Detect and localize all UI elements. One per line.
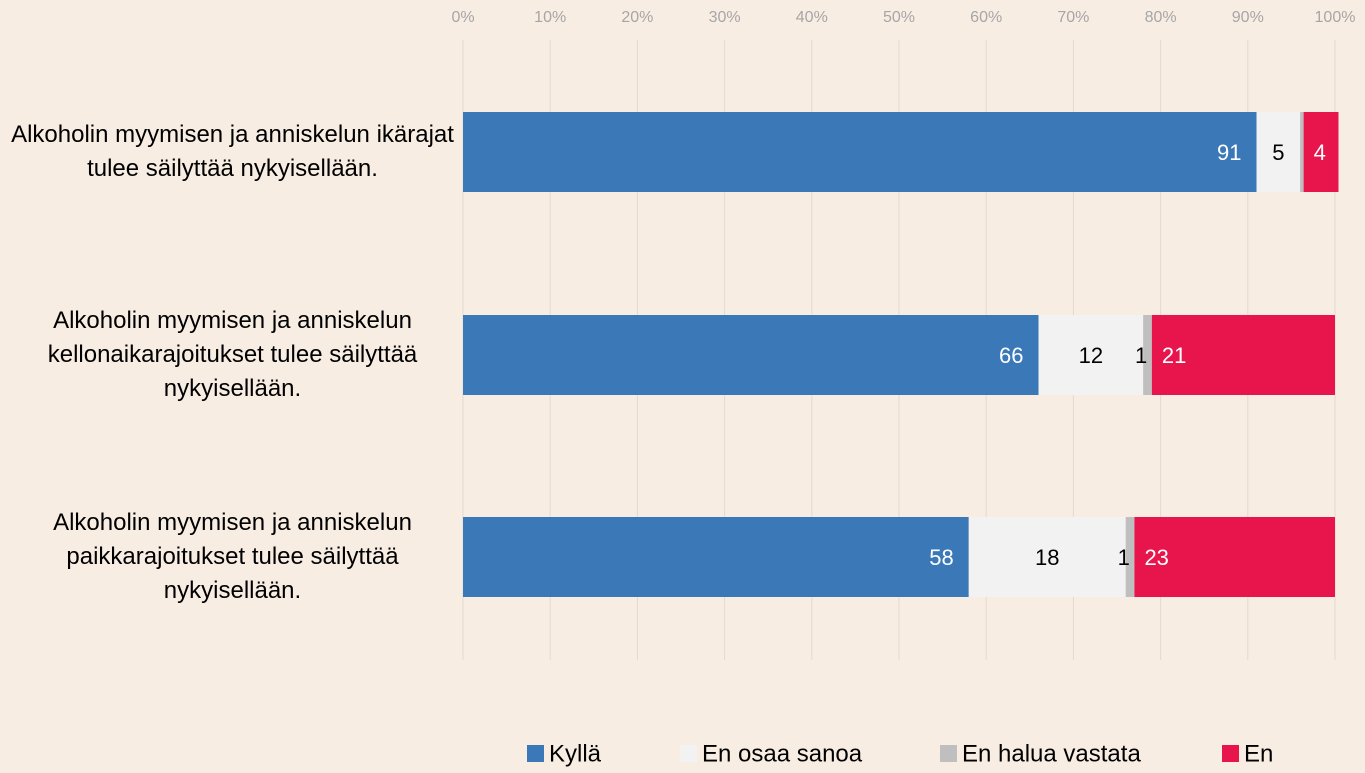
x-tick-label: 50% — [883, 9, 915, 26]
legend-swatch — [527, 745, 544, 762]
category-label: Alkoholin myymisen ja anniskelun kellona… — [47, 307, 418, 402]
x-tick-label: 0% — [451, 9, 474, 26]
bar-segment — [1134, 517, 1335, 597]
x-tick-label: 20% — [621, 9, 653, 26]
bar-segment — [463, 517, 969, 597]
data-label: 12 — [1079, 343, 1103, 368]
bar-segment — [1143, 315, 1152, 395]
category-label: Alkoholin myymisen ja anniskelun ikäraja… — [11, 121, 454, 182]
bar-segment — [1151, 315, 1335, 395]
data-label: 21 — [1162, 343, 1186, 368]
legend-label: En halua vastata — [962, 740, 1141, 767]
data-label: 4 — [1314, 140, 1326, 165]
bar-segment — [463, 112, 1257, 192]
legend-swatch — [680, 745, 697, 762]
data-label: 66 — [999, 343, 1023, 368]
legend-label: En — [1244, 740, 1273, 767]
category-label: Alkoholin myymisen ja anniskelun paikkar… — [53, 509, 412, 604]
x-tick-label: 30% — [709, 9, 741, 26]
data-label: 1 — [1118, 545, 1130, 570]
x-tick-label: 80% — [1145, 9, 1177, 26]
x-tick-label: 10% — [534, 9, 566, 26]
bar-segment — [1038, 315, 1144, 395]
legend-label: Kyllä — [549, 740, 602, 767]
bar-segment — [1125, 517, 1135, 597]
data-label: 91 — [1217, 140, 1241, 165]
bar-segment — [968, 517, 1126, 597]
x-tick-label: 40% — [796, 9, 828, 26]
legend-swatch — [1222, 745, 1239, 762]
data-label: 5 — [1272, 140, 1284, 165]
bar-segment — [463, 315, 1039, 395]
x-tick-label: 60% — [970, 9, 1002, 26]
data-label: 18 — [1035, 545, 1059, 570]
data-label: 1 — [1135, 343, 1147, 368]
data-label: 23 — [1144, 545, 1168, 570]
data-label: 58 — [929, 545, 953, 570]
x-tick-label: 70% — [1057, 9, 1089, 26]
bar-segment — [1256, 112, 1301, 192]
bar-segment — [1300, 112, 1304, 192]
bar-segment — [1303, 112, 1339, 192]
x-tick-label: 90% — [1232, 9, 1264, 26]
legend-label: En osaa sanoa — [702, 740, 863, 767]
x-tick-label: 100% — [1315, 9, 1356, 26]
legend-swatch — [940, 745, 957, 762]
